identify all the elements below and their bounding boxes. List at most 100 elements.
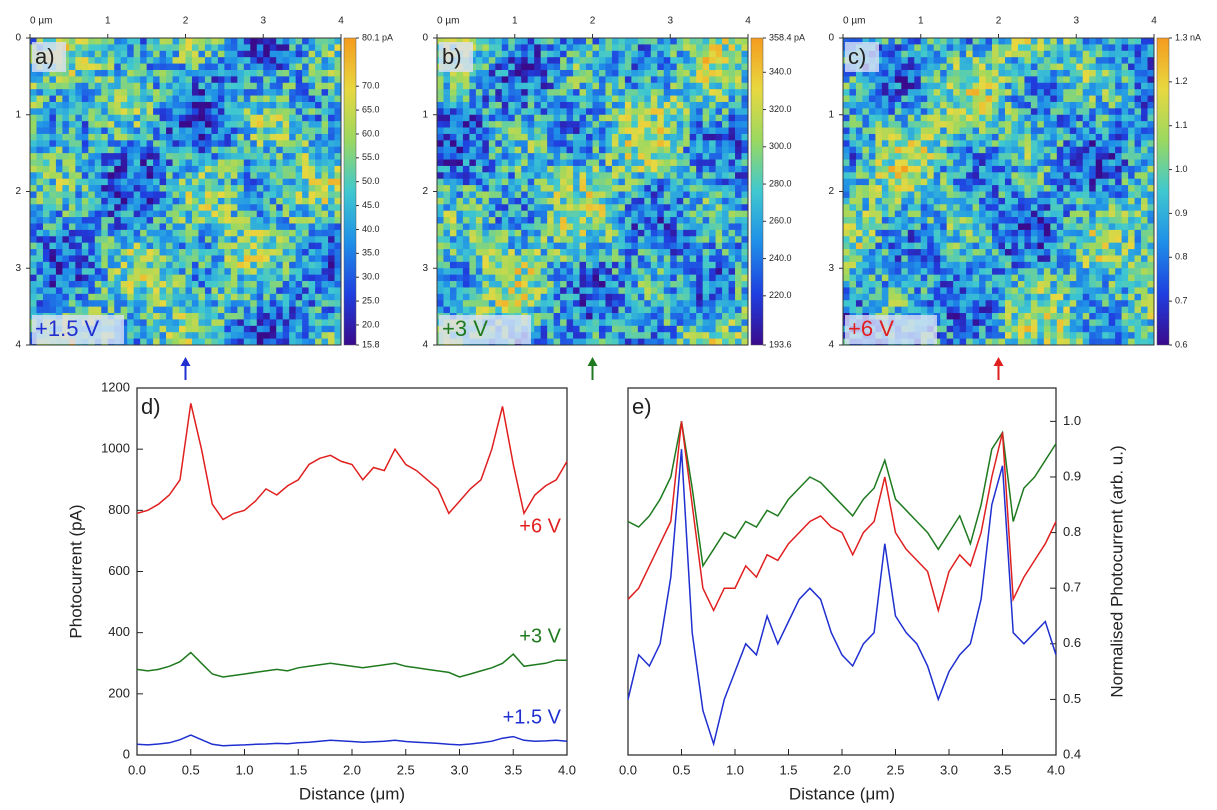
heatmap-cell [580, 160, 587, 167]
heatmap-cell [43, 223, 50, 230]
heatmap-cell [703, 307, 710, 314]
heatmap-cell [703, 108, 710, 115]
heatmap-cell [528, 108, 535, 115]
heatmap-cell [735, 108, 742, 115]
heatmap-cell [443, 287, 450, 294]
heatmap-cell [179, 51, 186, 58]
heatmap-cell [1057, 44, 1064, 51]
heatmap-cell [153, 128, 160, 135]
heatmap-cell [160, 294, 167, 301]
heatmap-cell [729, 70, 736, 77]
heatmap-cell [625, 51, 632, 58]
heatmap-cell [567, 64, 574, 71]
heatmap-cell [683, 300, 690, 307]
heatmap-cell [179, 102, 186, 109]
heatmap-cell [56, 198, 63, 205]
heatmap-cell [966, 38, 973, 45]
heatmap-cell [302, 153, 309, 160]
heatmap-cell [729, 140, 736, 147]
heatmap-cell [696, 96, 703, 103]
heatmap-cell [515, 255, 522, 262]
heatmap-cell [309, 230, 316, 237]
heatmap-cell [153, 255, 160, 262]
heatmap-cell [612, 313, 619, 320]
heatmap-cell [224, 326, 231, 333]
heatmap-cell [296, 255, 303, 262]
heatmap-cell [618, 134, 625, 141]
heatmap-cell [257, 172, 264, 179]
heatmap-cell [211, 102, 218, 109]
heatmap-cell [515, 89, 522, 96]
heatmap-cell [534, 319, 541, 326]
heatmap-cell [729, 76, 736, 83]
heatmap-cell [36, 230, 43, 237]
heatmap-cell [160, 102, 167, 109]
heatmap-cell [198, 319, 205, 326]
heatmap-cell [328, 223, 335, 230]
heatmap-cell [515, 307, 522, 314]
heatmap-cell [147, 147, 154, 154]
heatmap-cell [716, 236, 723, 243]
heatmap-cell [62, 166, 69, 173]
heatmap-cell [237, 339, 244, 346]
heatmap-cell [244, 166, 251, 173]
heatmap-cell [586, 153, 593, 160]
heatmap-cell [547, 89, 554, 96]
heatmap-cell [677, 268, 684, 275]
heatmap-cell [121, 51, 128, 58]
heatmap-cell [690, 57, 697, 64]
heatmap-cell [218, 102, 225, 109]
heatmap-cell [114, 198, 121, 205]
heatmap-cell [173, 268, 180, 275]
heatmap-cell [179, 339, 186, 346]
heatmap-cell [443, 281, 450, 288]
heatmap-cell [722, 76, 729, 83]
heatmap-cell [134, 255, 141, 262]
heatmap-cell [289, 319, 296, 326]
heatmap-cell [567, 319, 574, 326]
heatmap-cell [309, 249, 316, 256]
heatmap-cell [729, 236, 736, 243]
heatmap-cell [716, 294, 723, 301]
heatmap-cell [88, 44, 95, 51]
heatmap-cell [567, 172, 574, 179]
heatmap-cell [289, 89, 296, 96]
heatmap-cell [140, 153, 147, 160]
heatmap-cell [618, 255, 625, 262]
heatmap-cell [612, 243, 619, 250]
heatmap-cell [186, 262, 193, 269]
heatmap-cell [224, 281, 231, 288]
heatmap-cell [528, 83, 535, 90]
heatmap-cell [237, 300, 244, 307]
heatmap-cell [237, 121, 244, 128]
heatmap-cell [696, 121, 703, 128]
heatmap-cell [147, 319, 154, 326]
heatmap-cell [703, 198, 710, 205]
heatmap-cell [140, 339, 147, 346]
heatmap-cell [696, 255, 703, 262]
heatmap-cell [237, 243, 244, 250]
heatmap-cell [586, 243, 593, 250]
heatmap-cell [283, 300, 290, 307]
heatmap-cell [1031, 64, 1038, 71]
heatmap-cell [547, 262, 554, 269]
heatmap-cell [56, 223, 63, 230]
heatmap-cell [469, 262, 476, 269]
heatmap-cell [573, 217, 580, 224]
heatmap-cell [134, 204, 141, 211]
heatmap-cell [198, 89, 205, 96]
heatmap-cell [231, 96, 238, 103]
heatmap-cell [554, 223, 561, 230]
heatmap-cell [198, 300, 205, 307]
heatmap-cell [534, 108, 541, 115]
heatmap-cell [140, 294, 147, 301]
heatmap-cell [263, 51, 270, 58]
heatmap-cell [437, 140, 444, 147]
heatmap-cell [108, 243, 115, 250]
heatmap-cell [198, 249, 205, 256]
heatmap-cell [250, 268, 257, 275]
heatmap-cell [677, 211, 684, 218]
heatmap-cell [599, 236, 606, 243]
heatmap-cell [134, 307, 141, 314]
heatmap-cell [244, 172, 251, 179]
